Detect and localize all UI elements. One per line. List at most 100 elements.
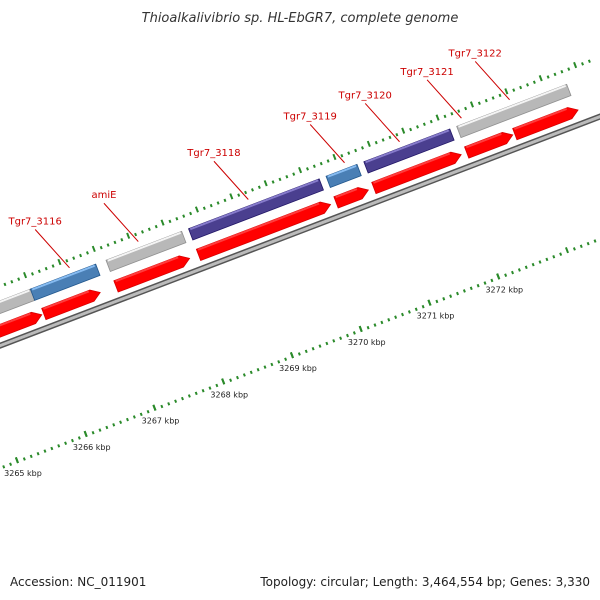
track-minor-tick: [388, 135, 392, 140]
scale-minor-tick: [579, 244, 583, 249]
track-minor-tick: [257, 185, 261, 190]
track-minor-tick: [140, 230, 144, 234]
scale-minor-tick: [511, 270, 514, 275]
scale-label-tick: [496, 273, 501, 280]
scale-label-tick: [358, 325, 363, 333]
scale-minor-tick: [105, 425, 109, 430]
track-minor-tick: [134, 232, 138, 237]
scale-minor-tick: [456, 291, 459, 296]
gene-label: Tgr7_3116: [7, 217, 61, 228]
track-major-tick: [469, 101, 474, 108]
track-minor-tick: [216, 201, 220, 205]
gene-label: Tgr7_3118: [186, 148, 240, 159]
track-minor-tick: [498, 93, 502, 98]
track-major-tick: [194, 206, 199, 213]
scale-minor-tick: [22, 457, 26, 461]
scale-minor-tick: [586, 241, 590, 246]
track-minor-tick: [361, 146, 364, 150]
gene-track: [0, 83, 572, 315]
scale-minor-tick: [421, 304, 425, 309]
scale-minor-tick: [394, 315, 398, 319]
gene-bar-grey: [105, 230, 187, 272]
track-major-tick: [91, 245, 96, 253]
track-minor-tick: [79, 253, 83, 258]
scale-minor-tick: [36, 451, 40, 456]
scale-minor-tick: [208, 386, 212, 390]
scale-minor-tick: [146, 409, 150, 414]
scale-minor-tick: [297, 352, 301, 356]
track-minor-tick: [519, 85, 523, 90]
scale-minor-tick: [236, 375, 239, 380]
track-minor-tick: [182, 214, 186, 218]
scale-minor-tick: [242, 373, 246, 377]
gene-labels: Tgr7_3116 amiE Tgr7_3118 Tgr7_3119Tgr7_3120…: [7, 48, 510, 269]
track-minor-tick: [202, 206, 206, 211]
track-minor-tick: [168, 219, 172, 224]
scale-minor-tick: [462, 289, 466, 293]
track-minor-tick: [429, 119, 433, 124]
topology-text: Topology: circular; Length: 3,464,554 bp…: [260, 575, 590, 589]
track-minor-tick: [147, 227, 151, 232]
scale-minor-tick: [435, 299, 439, 304]
gene-label-leader: [474, 61, 510, 101]
cds-arrow-highlight: [373, 152, 451, 184]
track-minor-tick: [17, 277, 21, 281]
scale-minor-tick: [119, 420, 123, 424]
scale-minor-tick: [538, 260, 542, 264]
track-minor-tick: [340, 153, 344, 158]
track-minor-tick: [85, 251, 89, 255]
scale-minor-tick: [476, 283, 480, 288]
track-minor-tick: [381, 138, 385, 142]
gene-bar-purple-highlight: [365, 129, 450, 164]
gene-bar-grey-highlight: [0, 289, 30, 303]
track-minor-tick: [37, 269, 41, 274]
track-major-tick: [435, 114, 440, 121]
track-major-tick: [229, 193, 234, 200]
track-minor-tick: [223, 198, 227, 203]
gene-label: Tgr7_3122: [448, 48, 502, 59]
scale-minor-tick: [71, 438, 74, 443]
gene-label: amiE: [91, 190, 116, 201]
scale-minor-tick: [442, 297, 446, 301]
scale-minor-tick: [524, 265, 528, 270]
gene-label: Tgr7_3121: [399, 67, 453, 78]
cds-arrow-highlight: [197, 202, 320, 251]
gene-label-leader: [426, 79, 462, 119]
scale-tick-label: 3270 kbp: [348, 338, 386, 347]
track-minor-tick: [326, 159, 330, 163]
track-minor-tick: [175, 217, 179, 221]
track-minor-tick: [484, 98, 488, 103]
track-minor-tick: [526, 83, 529, 87]
scale-minor-tick: [531, 262, 535, 267]
scale-minor-tick: [284, 357, 288, 361]
track-minor-tick: [99, 245, 103, 250]
track-minor-tick: [10, 280, 14, 284]
scale-minor-tick: [194, 391, 198, 396]
scale-minor-tick: [57, 444, 61, 448]
track-minor-tick: [209, 203, 213, 208]
scale-minor-tick: [126, 417, 129, 422]
scale-minor-tick: [277, 360, 281, 364]
scale-minor-tick: [132, 415, 136, 419]
scale-minor-tick: [366, 325, 370, 330]
scale-minor-tick: [43, 449, 47, 453]
scale-label-tick: [83, 430, 88, 438]
cds-arrow-highlight: [465, 132, 502, 149]
track-minor-tick: [278, 177, 282, 182]
track-minor-tick: [374, 140, 378, 145]
track-major-tick: [538, 75, 543, 82]
gene-bar-grey-highlight: [107, 231, 181, 262]
backbone-shadow: [0, 113, 600, 349]
cds-arrow: [371, 151, 462, 195]
scale-minor-tick: [174, 399, 178, 403]
gene-bar-grey-highlight: [458, 84, 567, 128]
scale-minor-tick: [339, 336, 343, 340]
backbone-line: [0, 113, 600, 349]
scale-minor-tick: [77, 436, 81, 440]
scale-minor-tick: [346, 333, 349, 338]
scale-label-tick: [221, 378, 226, 385]
cds-arrow-highlight: [43, 290, 90, 310]
track-minor-tick: [491, 96, 495, 100]
scale-tick-label: 3268 kbp: [210, 390, 248, 399]
